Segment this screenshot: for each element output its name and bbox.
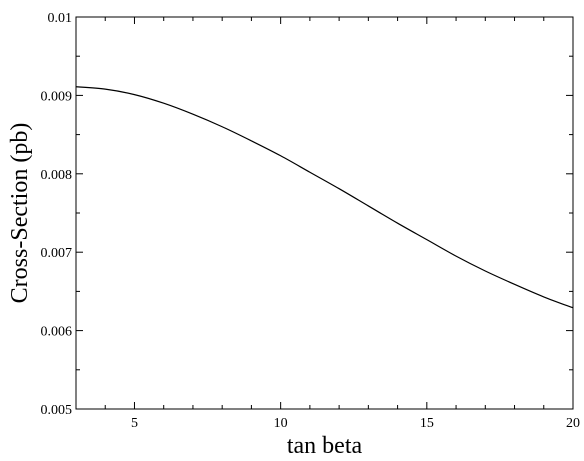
y-tick-label: 0.005 [41, 403, 73, 418]
x-tick-label: 15 [420, 416, 434, 431]
axis-tick-labels: 5 10 15 20 0.005 0.006 0.007 0.008 0.009 0.01 [41, 11, 581, 431]
plot-frame [75, 16, 574, 410]
y-tick-label: 0.009 [41, 89, 73, 104]
y-tick-label: 0.008 [41, 168, 73, 183]
y-tick-label: 0.007 [41, 246, 73, 261]
series-line [75, 86, 574, 309]
x-tick-label: 20 [566, 416, 580, 431]
x-tick-label: 10 [274, 416, 288, 431]
y-axis-title: Cross-Section (pb) [7, 123, 33, 304]
x-axis-title: tan beta [287, 433, 363, 459]
y-tick-label: 0.006 [41, 325, 73, 340]
x-tick-label: 5 [131, 416, 138, 431]
plot-content [75, 86, 574, 309]
axis-ticks [75, 16, 574, 410]
y-tick-label: 0.01 [48, 11, 73, 26]
